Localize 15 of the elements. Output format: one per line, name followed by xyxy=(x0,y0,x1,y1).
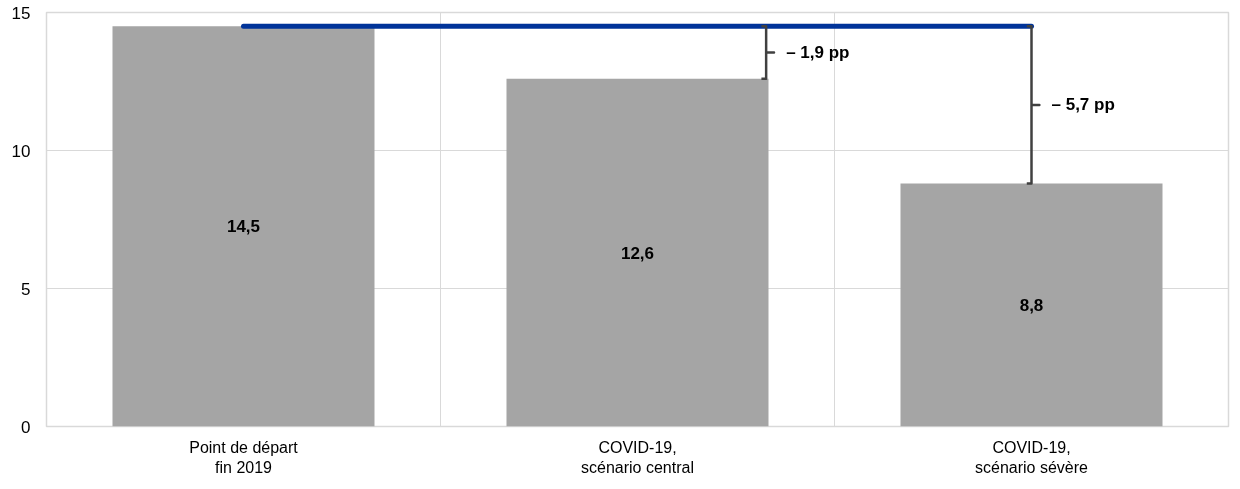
bar xyxy=(506,78,769,427)
y-tick-label: 5 xyxy=(21,279,31,299)
data-label: 14,5 xyxy=(226,217,261,237)
bar xyxy=(900,183,1163,427)
data-label: 12,6 xyxy=(620,243,655,263)
y-tick-label: 15 xyxy=(11,3,31,23)
bar xyxy=(112,26,375,427)
data-label: 8,8 xyxy=(1019,296,1044,316)
x-tick-label: COVID-19, scénario sévère xyxy=(975,438,1089,476)
x-tick-label: COVID-19, scénario central xyxy=(581,438,694,476)
y-tick-label: 10 xyxy=(11,141,31,161)
annotation: – 5,7 pp xyxy=(1051,95,1115,115)
x-tick-label: Point de départ fin 2019 xyxy=(189,438,299,476)
y-tick-label: 0 xyxy=(21,417,31,437)
annotation: – 1,9 pp xyxy=(786,43,850,63)
